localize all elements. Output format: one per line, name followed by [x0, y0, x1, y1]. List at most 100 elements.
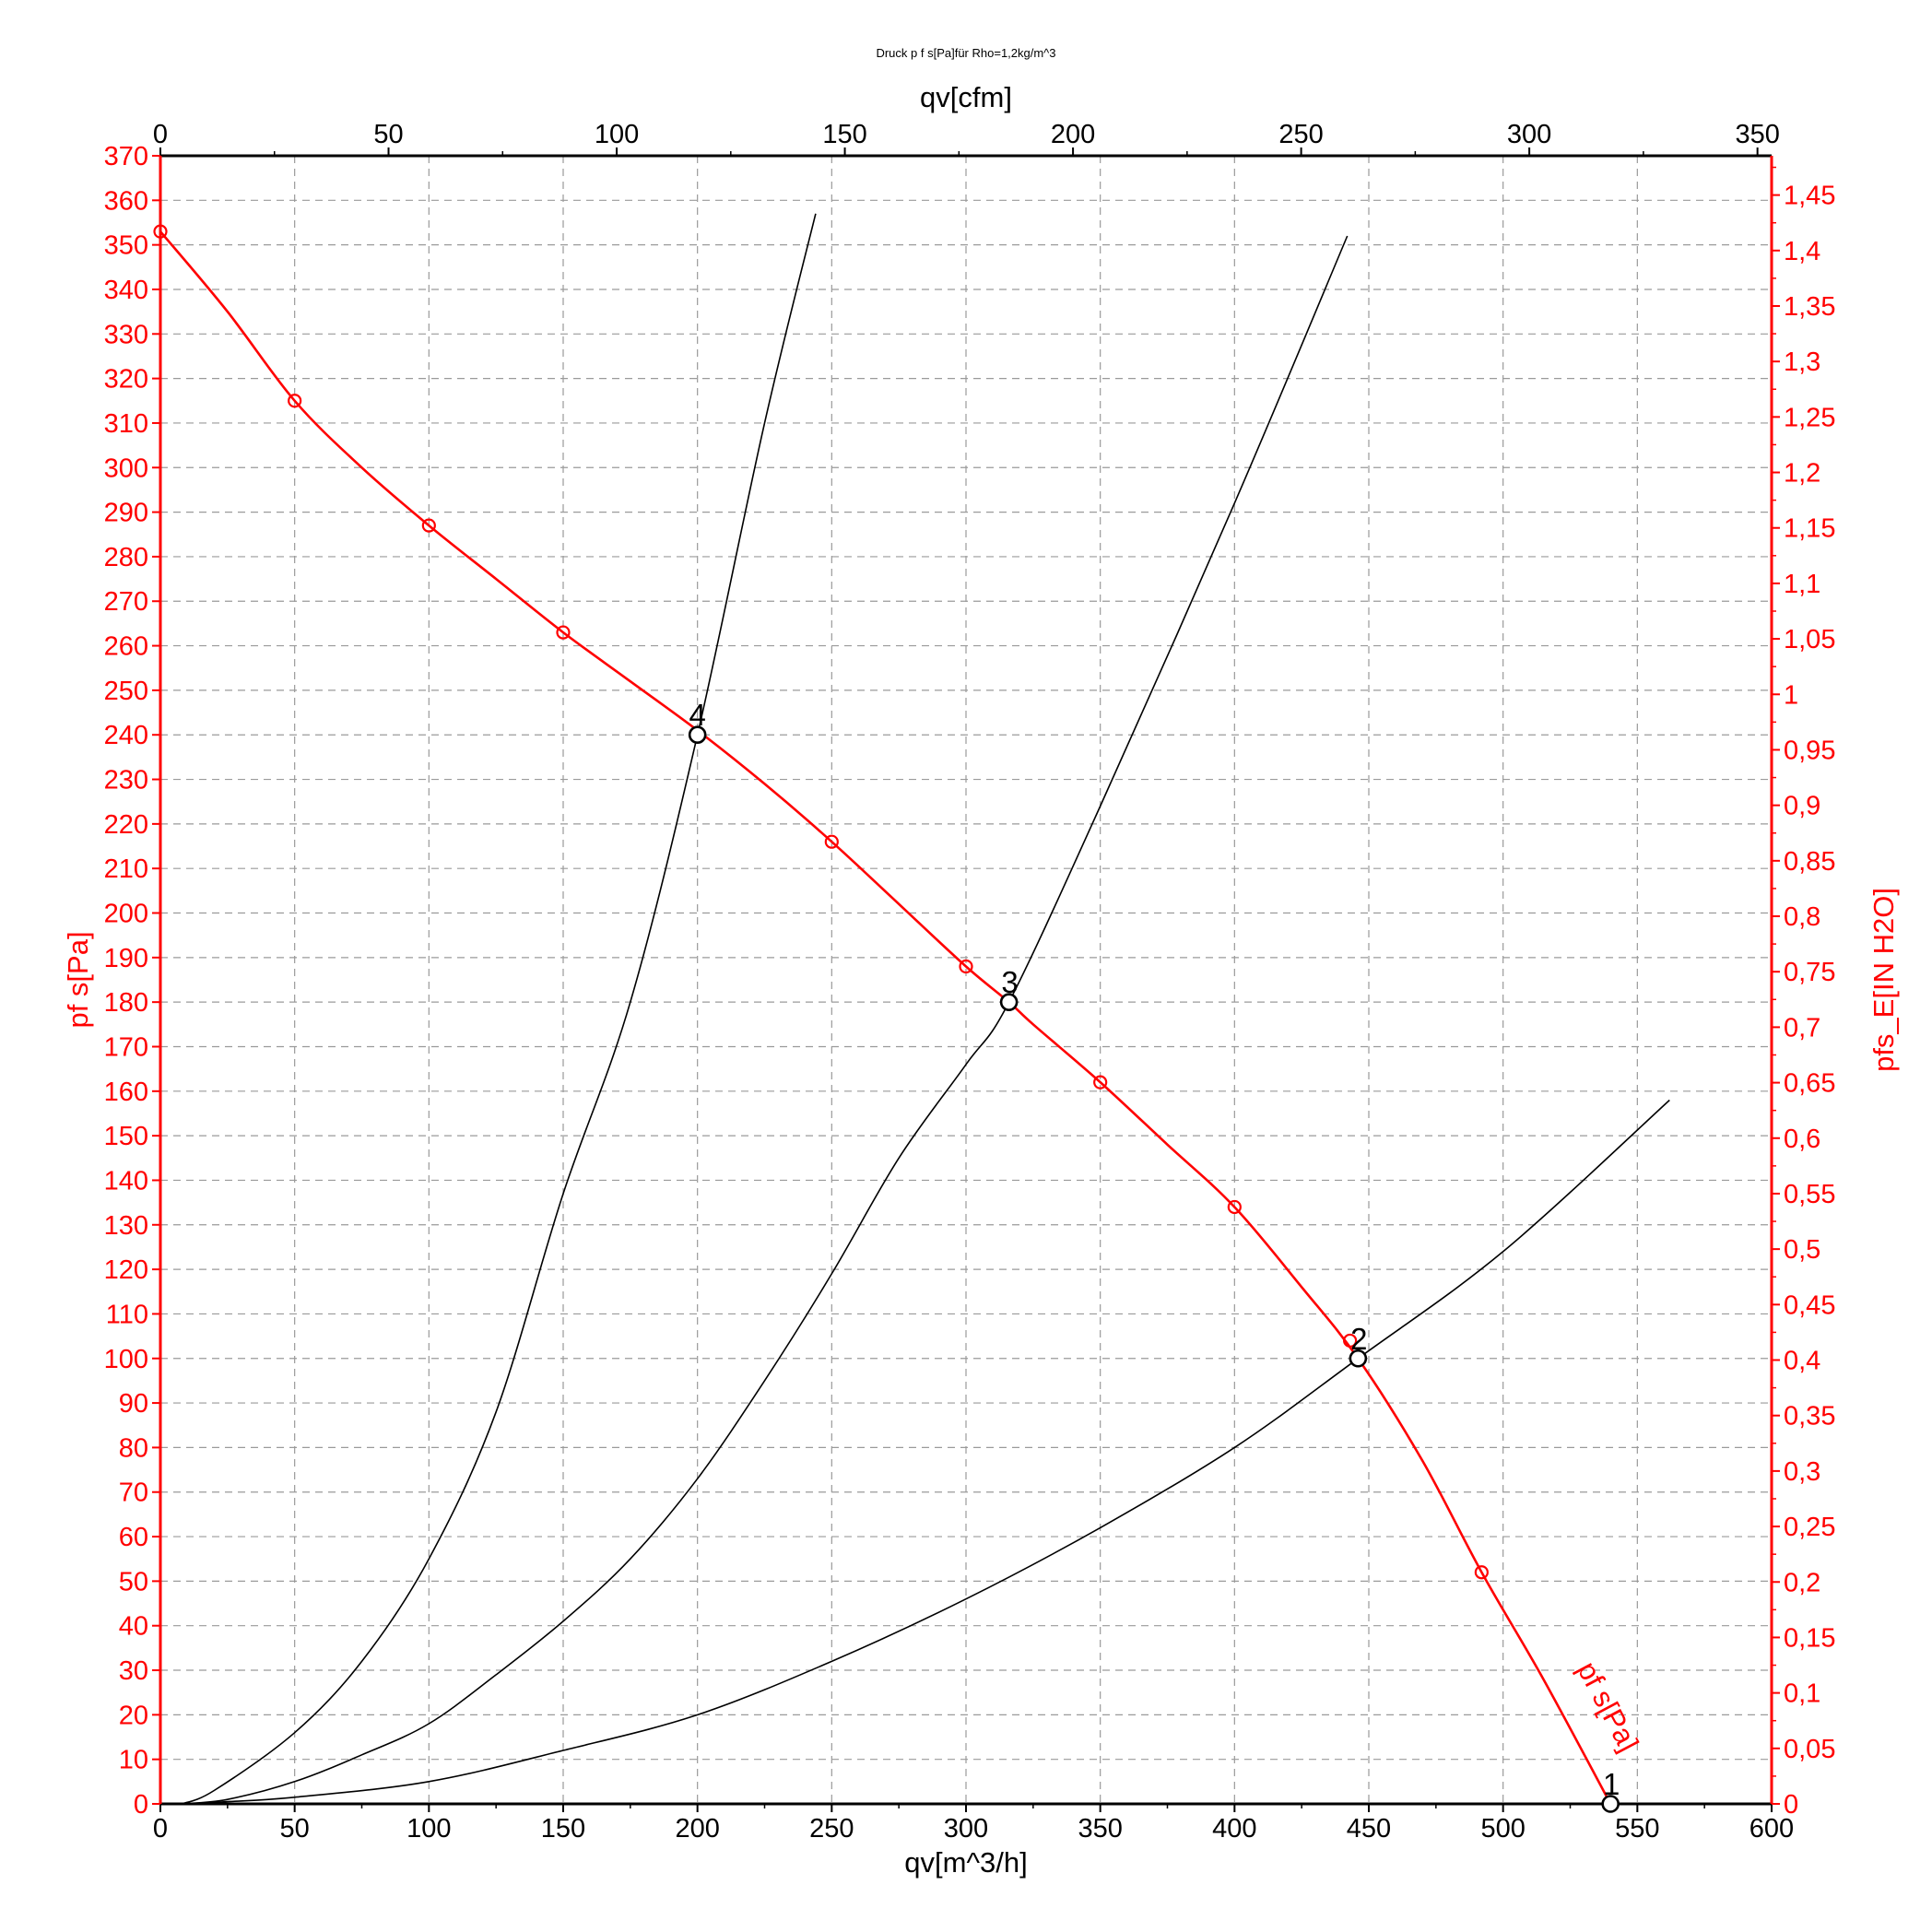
y-tick-label: 260 [104, 632, 148, 662]
y-tick-label: 220 [104, 810, 148, 840]
fan-curve-marker [556, 625, 571, 640]
y-tick-label: 350 [104, 231, 148, 261]
x2-tick-label: 350 [1735, 120, 1779, 149]
y-tick-label: 330 [104, 320, 148, 349]
y-tick-label: 70 [119, 1478, 148, 1508]
y-tick-label: 340 [104, 276, 148, 305]
y-tick-label: 20 [119, 1701, 148, 1730]
operating-point-marker [999, 993, 1019, 1011]
chart-title: Druck p f s[Pa]für Rho=1,2kg/m^3 [876, 46, 1055, 60]
y2-tick-label: 0,9 [1784, 792, 1820, 821]
x-tick-label: 400 [1212, 1814, 1256, 1844]
x-tick-label: 550 [1615, 1814, 1659, 1844]
y2-tick-label: 1,2 [1784, 459, 1820, 489]
x-tick-label: 500 [1480, 1814, 1525, 1844]
y2-tick-label: 0,1 [1784, 1679, 1820, 1709]
y2-tick-label: 0,25 [1784, 1513, 1835, 1542]
fan-curve-marker [1227, 1199, 1242, 1215]
x2-tick-label: 250 [1278, 120, 1323, 149]
y-tick-label: 370 [104, 142, 148, 171]
y2-tick-label: 0,65 [1784, 1069, 1835, 1099]
fan-curve-marker [1093, 1075, 1108, 1090]
y2-tick-label: 0,55 [1784, 1180, 1835, 1209]
fan-curve-marker [421, 518, 436, 533]
fan-curve-marker [153, 224, 168, 239]
y2-tick-label: 0,15 [1784, 1623, 1835, 1653]
y2-tick-label: 1,45 [1784, 182, 1835, 211]
y-tick-label: 120 [104, 1255, 148, 1285]
y2-tick-label: 0,95 [1784, 736, 1835, 765]
fan-curve-marker [288, 394, 302, 408]
y-tick-label: 160 [104, 1078, 148, 1107]
y-tick-label: 140 [104, 1166, 148, 1196]
y-tick-label: 200 [104, 900, 148, 929]
operating-point-label: 2 [1350, 1322, 1367, 1356]
x2-tick-label: 200 [1051, 120, 1095, 149]
series [153, 213, 1670, 1805]
system-curve-line-3 [182, 1099, 1670, 1805]
fan-curve-marker [959, 959, 973, 974]
y2-tick-label: 0,35 [1784, 1402, 1835, 1431]
grid [160, 156, 1772, 1804]
y2-tick-label: 0,75 [1784, 958, 1835, 987]
x-tick-label: 50 [280, 1814, 310, 1844]
x-tick-label: 300 [944, 1814, 988, 1844]
y2-tick-label: 0,4 [1784, 1347, 1820, 1376]
fan-curve-marker [824, 834, 839, 849]
y2-tick-label: 1,25 [1784, 403, 1835, 432]
curve-label: pf s[Pa] [1571, 1656, 1644, 1757]
y-tick-label: 100 [104, 1345, 148, 1374]
y-tick-label: 90 [119, 1389, 148, 1419]
y2-tick-label: 0,7 [1784, 1013, 1820, 1043]
x2-tick-label: 300 [1507, 120, 1551, 149]
x-axis-label: qv[m^3/h] [904, 1846, 1027, 1879]
system-curve-line-2 [182, 235, 1349, 1805]
y-tick-label: 0 [134, 1790, 148, 1820]
y2-tick-label: 0,5 [1784, 1235, 1820, 1265]
y2-tick-label: 0,3 [1784, 1457, 1820, 1487]
y2-tick-label: 1,05 [1784, 625, 1835, 654]
y-tick-label: 30 [119, 1656, 148, 1686]
fan-curve-marker [1474, 1565, 1489, 1580]
y-tick-label: 80 [119, 1433, 148, 1463]
fan-curve-marker [1343, 1333, 1358, 1349]
y-tick-label: 10 [119, 1746, 148, 1775]
y-tick-label: 180 [104, 988, 148, 1018]
x-tick-label: 200 [675, 1814, 719, 1844]
y2-tick-label: 0,8 [1784, 902, 1820, 932]
y2-axis-label: pfs_E[IN H2O] [1867, 888, 1900, 1072]
y2-tick-label: 0,2 [1784, 1568, 1820, 1597]
y-tick-label: 230 [104, 766, 148, 795]
y-axis-label: pf s[Pa] [62, 931, 94, 1028]
operating-point-label: 1 [1603, 1767, 1620, 1801]
x2-tick-label: 0 [153, 120, 168, 149]
x-tick-label: 100 [406, 1814, 451, 1844]
operating-point-marker [688, 725, 707, 745]
x-tick-label: 450 [1347, 1814, 1391, 1844]
y-tick-label: 310 [104, 409, 148, 439]
y2-tick-label: 1,1 [1784, 570, 1820, 599]
y-tick-label: 290 [104, 499, 148, 528]
y-tick-label: 210 [104, 854, 148, 884]
y-tick-label: 170 [104, 1032, 148, 1062]
y2-tick-label: 0,6 [1784, 1125, 1820, 1154]
y-tick-label: 240 [104, 721, 148, 750]
x-tick-label: 150 [541, 1814, 585, 1844]
x-tick-label: 0 [153, 1814, 168, 1844]
y-tick-label: 60 [119, 1523, 148, 1552]
y2-tick-label: 1,15 [1784, 514, 1835, 544]
y2-tick-label: 1,35 [1784, 292, 1835, 322]
operating-point-label: 4 [689, 698, 705, 732]
y2-tick-label: 0,85 [1784, 847, 1835, 877]
y-tick-label: 190 [104, 944, 148, 973]
y2-tick-label: 1,4 [1784, 237, 1820, 266]
y-tick-label: 280 [104, 543, 148, 572]
fan-curve-line [159, 230, 1612, 1805]
x2-axis-label: qv[cfm] [920, 81, 1012, 113]
y-tick-label: 250 [104, 677, 148, 706]
y2-tick-label: 0 [1784, 1790, 1798, 1820]
operating-point-marker [1601, 1795, 1620, 1813]
operating-points: 1 2 3 4 [688, 698, 1620, 1813]
